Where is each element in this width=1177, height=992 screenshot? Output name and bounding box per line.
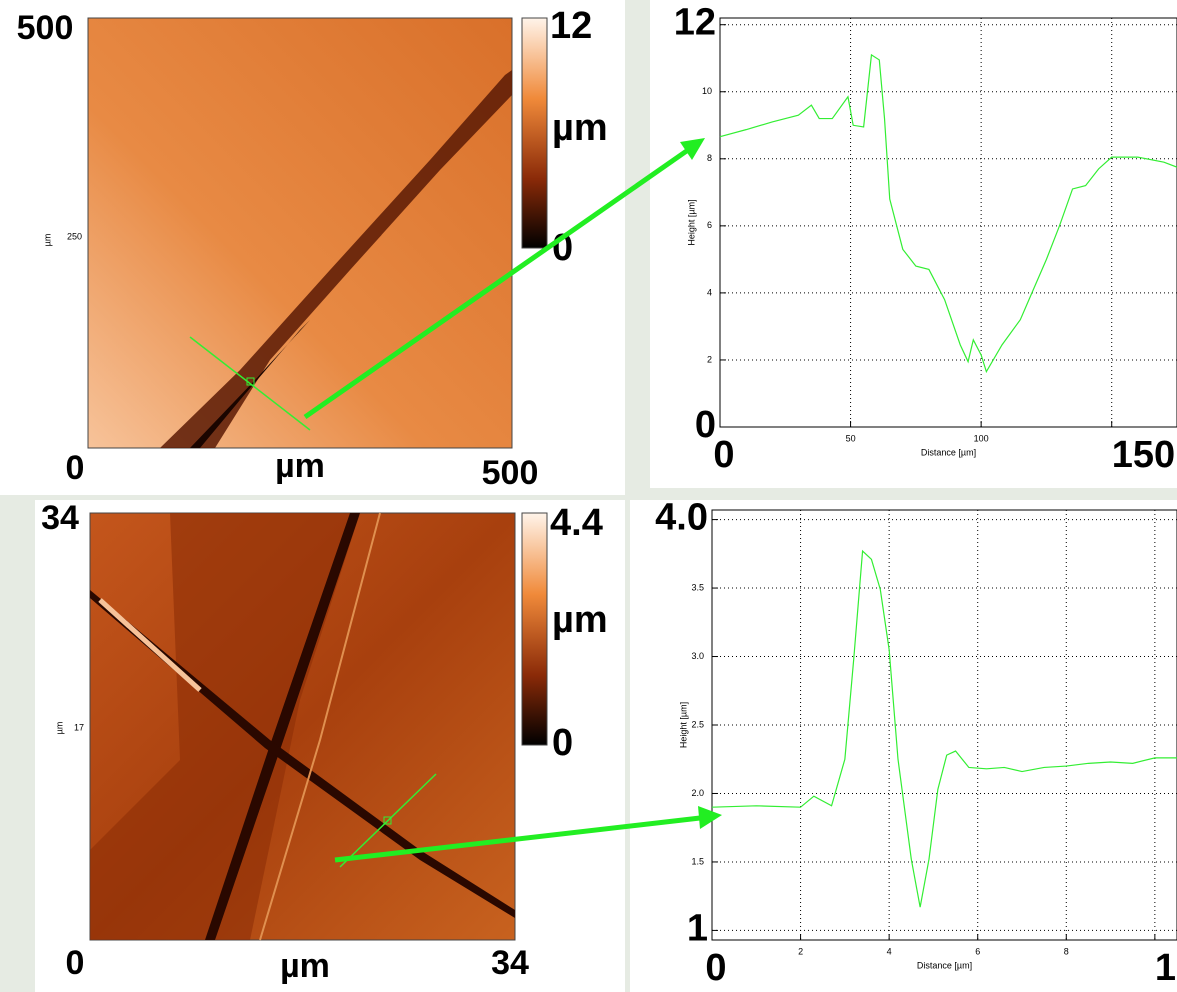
profile-marker (383, 816, 392, 825)
y-tick-label: 3.0 (691, 651, 704, 661)
afm-region (90, 513, 360, 940)
y-tick-label: 4.0 (655, 497, 708, 539)
y-tick-label: 10 (702, 86, 712, 96)
colorbar (521, 17, 548, 249)
profile-line (339, 773, 437, 868)
colorbar-min: 0 (552, 227, 573, 269)
y-tick-label: 4 (707, 287, 712, 297)
y-mid-label: 17 (74, 722, 84, 732)
colorbar-max: 4.4 (550, 502, 603, 544)
y-tick-label: 6 (707, 220, 712, 230)
x-tick-label: 4 (887, 946, 892, 956)
x-axis-label: Distance [µm] (921, 447, 976, 457)
afm-trench (190, 320, 310, 448)
x-start-label: 0 (66, 944, 85, 982)
y-tick-label: 2 (707, 354, 712, 364)
afm-image (87, 17, 513, 449)
afm-trench (205, 513, 360, 940)
y-tick-label: 8 (707, 153, 712, 163)
colorbar-unit: µm (552, 599, 608, 641)
y-tick-label: 3.5 (691, 582, 704, 592)
x-tick-label: 6 (975, 946, 980, 956)
y-tick-label: 12 (674, 2, 716, 44)
x-tick-label: 0 (713, 434, 734, 476)
profile-line (189, 336, 311, 431)
afm-trench (90, 590, 515, 918)
colorbar-min: 0 (552, 722, 573, 764)
profile-line (719, 53, 1177, 374)
colorbar (521, 512, 548, 746)
profile-marker (246, 377, 255, 386)
y-max-label: 34 (41, 499, 79, 537)
x-end-label: 34 (491, 944, 529, 982)
y-axis-label: µm (42, 234, 52, 247)
afm-ridge (259, 512, 381, 941)
arrow-head (698, 806, 722, 829)
arrow (303, 147, 690, 420)
x-tick-label: 2 (798, 946, 803, 956)
x-axis-label: µm (280, 947, 330, 985)
x-tick-label: 0 (705, 947, 726, 989)
colorbar-max: 12 (550, 5, 592, 47)
panel (650, 0, 1177, 488)
x-tick-label: 8 (1064, 946, 1069, 956)
afm-ridge (98, 598, 202, 692)
x-axis-label: µm (275, 447, 325, 485)
x-tick-label: 50 (846, 433, 856, 443)
y-mid-label: 250 (67, 231, 82, 241)
arrow-head (680, 138, 705, 160)
y-axis-label: Height [µm] (686, 199, 696, 245)
arrow (334, 815, 701, 863)
profile-line (711, 549, 1177, 908)
x-tick-label: 10 (1155, 947, 1177, 989)
x-start-label: 0 (66, 449, 85, 487)
y-axis-label: Height [µm] (678, 702, 688, 748)
panel (630, 500, 1177, 992)
x-tick-label: 150 (1112, 434, 1175, 476)
y-axis-label: µm (54, 722, 64, 735)
y-max-label: 500 (17, 9, 74, 47)
colorbar-unit: µm (552, 107, 608, 149)
x-axis-label: Distance [µm] (917, 960, 972, 970)
x-tick-label: 100 (974, 433, 989, 443)
y-tick-label: 1 (687, 907, 708, 949)
y-tick-label: 2.0 (691, 788, 704, 798)
x-end-label: 500 (482, 454, 539, 492)
afm-trench (160, 70, 512, 448)
y-tick-label: 1.5 (691, 856, 704, 866)
y-tick-label: 2.5 (691, 719, 704, 729)
y-tick-label: 0 (695, 404, 716, 446)
